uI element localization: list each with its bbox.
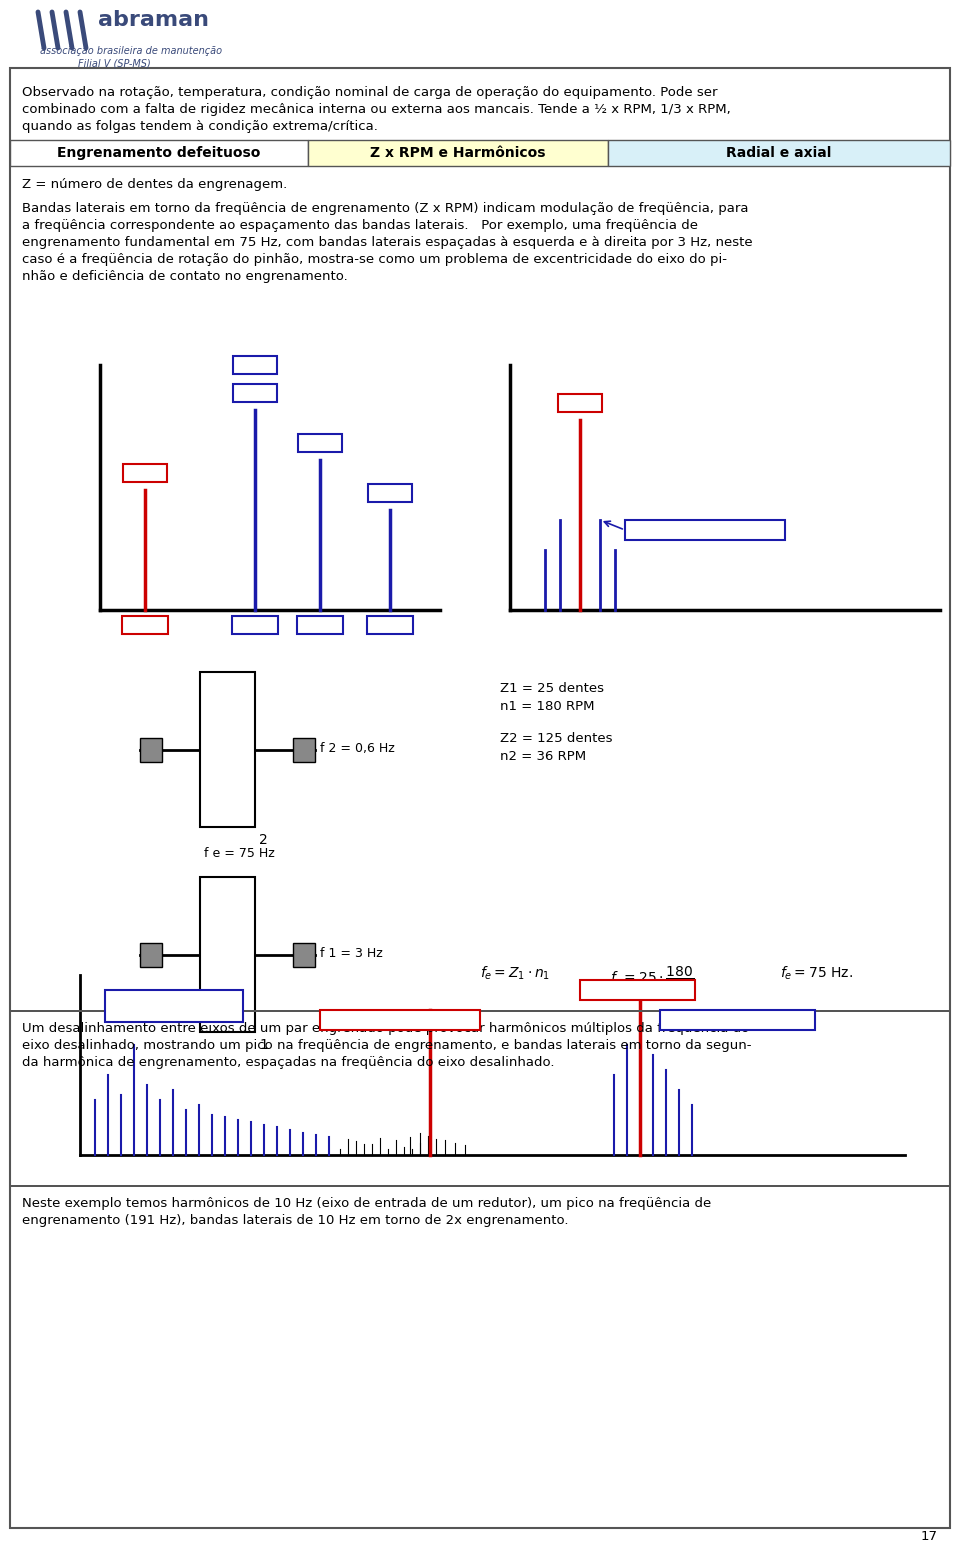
Text: Harmônicos de 10 Hz: Harmônicos de 10 Hz	[114, 997, 233, 1008]
Text: Observado na rotação, temperatura, condição nominal de carga de operação do equi: Observado na rotação, temperatura, condi…	[22, 86, 717, 99]
Text: Z1 = 25 dentes: Z1 = 25 dentes	[500, 682, 604, 695]
Text: Bandas laterais em torno da freqüência de engrenamento (Z x RPM) indicam modulaç: Bandas laterais em torno da freqüência d…	[22, 202, 749, 215]
Bar	[558, 394, 602, 412]
Bar	[625, 521, 785, 539]
Bar	[105, 989, 243, 1022]
Text: Z2 = 125 dentes: Z2 = 125 dentes	[500, 732, 612, 745]
Text: (eixo acionamento): (eixo acionamento)	[120, 1010, 228, 1021]
Text: Radial e axial: Radial e axial	[727, 146, 831, 160]
Text: 2x eng: 2x eng	[235, 618, 276, 632]
Text: quando as folgas tendem à condição extrema/crítica.: quando as folgas tendem à condição extre…	[22, 121, 378, 133]
Text: $f_e = 75$ Hz.: $f_e = 75$ Hz.	[780, 964, 852, 982]
Text: 2x engrenamento: 2x engrenamento	[585, 983, 690, 997]
Text: Filial V (SP-MS): Filial V (SP-MS)	[78, 58, 151, 67]
Text: Engrenamento defeituoso: Engrenamento defeituoso	[58, 146, 261, 160]
Text: n1 = 180 RPM: n1 = 180 RPM	[500, 699, 594, 713]
Bar	[608, 140, 950, 166]
Text: 75 Hz: 75 Hz	[129, 467, 161, 478]
Bar	[293, 942, 315, 966]
Text: a freqüência correspondente ao espaçamento das bandas laterais.   Por exemplo, u: a freqüência correspondente ao espaçamen…	[22, 220, 698, 232]
Text: 4x eng: 4x eng	[370, 618, 410, 632]
Text: f e = 75 Hz: f e = 75 Hz	[204, 847, 275, 859]
Text: engrenamento (191 Hz), bandas laterais de 10 Hz em torno de 2x engrenamento.: engrenamento (191 Hz), bandas laterais d…	[22, 1214, 568, 1228]
Text: Bandas laterais de 3 Hz: Bandas laterais de 3 Hz	[635, 524, 775, 536]
Text: eixo desalinhado, mostrando um pico na freqüência de engrenamento, e bandas late: eixo desalinhado, mostrando um pico na f…	[22, 1040, 752, 1052]
Text: Um desalinhamento entre eixos de um par engrenado pode provocar harmônicos múlti: Um desalinhamento entre eixos de um par …	[22, 1022, 749, 1035]
Text: 1: 1	[259, 1038, 268, 1052]
Text: 75 Hz: 75 Hz	[239, 387, 271, 398]
Bar	[200, 673, 255, 826]
Text: 2: 2	[259, 833, 268, 847]
Text: $f_e = 25 \cdot \dfrac{180}{60}$: $f_e = 25 \cdot \dfrac{180}{60}$	[610, 964, 694, 993]
Text: f 1 = 3 Hz: f 1 = 3 Hz	[320, 947, 383, 960]
Text: n2 = 36 RPM: n2 = 36 RPM	[500, 750, 587, 764]
Text: engrenamento fundamental em 75 Hz, com bandas laterais espaçadas à esquerda e à : engrenamento fundamental em 75 Hz, com b…	[22, 237, 753, 249]
Bar	[320, 1010, 480, 1030]
Bar	[140, 737, 162, 762]
Text: nhão e deficiência de contato no engrenamento.: nhão e deficiência de contato no engrena…	[22, 270, 348, 282]
Bar	[200, 877, 255, 1032]
Text: 17: 17	[921, 1530, 938, 1543]
Text: 75 Hz: 75 Hz	[304, 437, 336, 448]
Bar	[580, 980, 695, 1000]
Bar	[10, 140, 308, 166]
Bar	[123, 464, 167, 481]
Text: 75 Hz: 75 Hz	[374, 488, 406, 499]
Text: Z x RPM e Harmônicos: Z x RPM e Harmônicos	[371, 146, 545, 160]
Bar	[367, 616, 413, 633]
Text: associação brasileira de manutenção: associação brasileira de manutenção	[40, 45, 222, 56]
Bar	[233, 356, 277, 375]
Text: 75 Hz: 75 Hz	[564, 398, 596, 408]
Text: Bandas laterais de 10 Hz: Bandas laterais de 10 Hz	[663, 1013, 811, 1027]
Text: $f_e = Z_1 \cdot n_1$: $f_e = Z_1 \cdot n_1$	[480, 964, 550, 982]
Text: 75 Hz: 75 Hz	[239, 361, 271, 370]
Bar	[308, 140, 608, 166]
Text: combinado com a falta de rigidez mecânica interna ou externa aos mancais. Tende : combinado com a falta de rigidez mecânic…	[22, 103, 731, 116]
Bar	[298, 434, 342, 452]
Bar	[122, 616, 168, 633]
Bar	[660, 1010, 815, 1030]
Bar	[293, 737, 315, 762]
Text: 1x engrenamento  (191 Hz): 1x engrenamento (191 Hz)	[319, 1013, 482, 1027]
Bar	[140, 942, 162, 966]
Bar	[368, 485, 412, 502]
Text: caso é a freqüência de rotação do pinhão, mostra-se como um problema de excentri: caso é a freqüência de rotação do pinhão…	[22, 252, 727, 267]
Text: f 2 = 0,6 Hz: f 2 = 0,6 Hz	[320, 742, 395, 754]
Text: da harmônica de engrenamento, espaçadas na freqüência do eixo desalinhado.: da harmônica de engrenamento, espaçadas …	[22, 1055, 555, 1069]
Bar	[297, 616, 343, 633]
Bar	[233, 384, 277, 401]
Bar	[232, 616, 278, 633]
Text: Z = número de dentes da engrenagem.: Z = número de dentes da engrenagem.	[22, 179, 287, 191]
Text: Neste exemplo temos harmônicos de 10 Hz (eixo de entrada de um redutor), um pico: Neste exemplo temos harmônicos de 10 Hz …	[22, 1196, 711, 1210]
Text: 3x eng: 3x eng	[300, 618, 340, 632]
Text: 1x eng: 1x eng	[125, 618, 165, 632]
Text: abraman: abraman	[98, 9, 209, 30]
